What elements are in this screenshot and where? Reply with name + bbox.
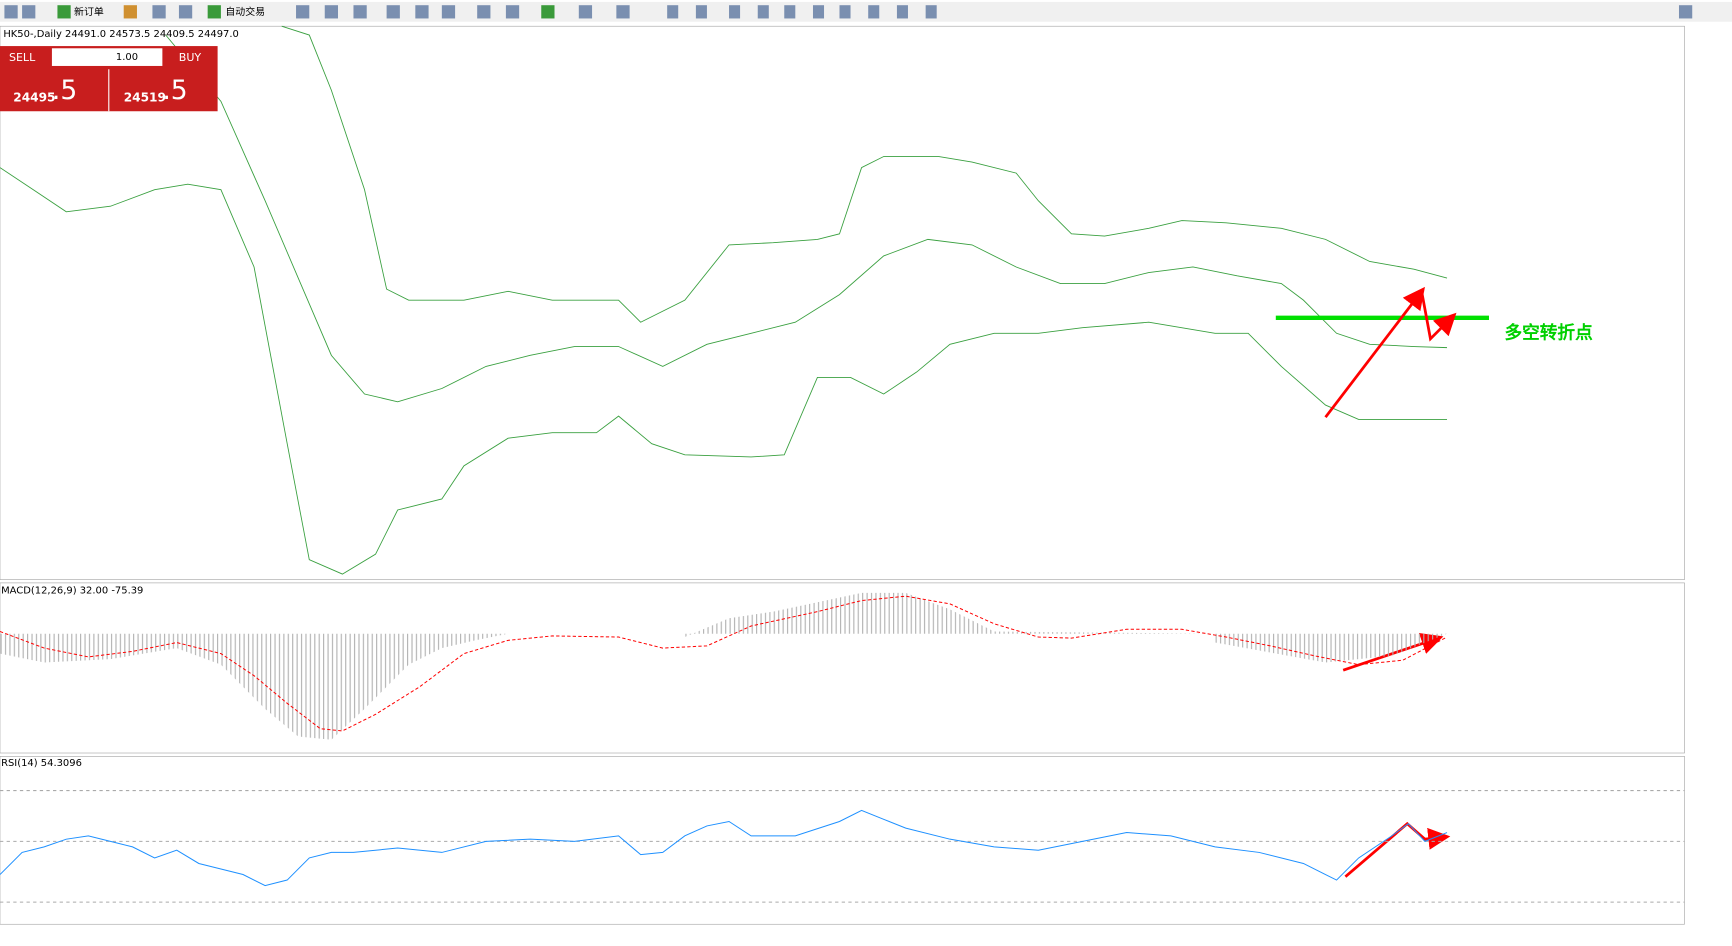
toolbar-icons <box>4 5 1693 19</box>
rsi-panel <box>0 756 1685 925</box>
bollinger-bands <box>0 25 1448 575</box>
pivot-note: 多空转折点 <box>1504 321 1593 343</box>
macd-signal <box>0 595 1448 732</box>
rsi-line <box>0 809 1448 887</box>
new-order[interactable]: 新订单 <box>74 5 104 18</box>
rsi-levels <box>0 790 1685 903</box>
bid-main[interactable]: 24495 <box>13 90 55 104</box>
trade-panel: SELL 1.00 BUY 24495 .5 24519 .5 <box>0 46 218 112</box>
macd-title: MACD(12,26,9) 32.00 -75.39 <box>1 586 143 597</box>
ask-main[interactable]: 24519 <box>124 90 166 104</box>
chart-header: HK50-,Daily 24491.0 24573.5 24409.5 2449… <box>3 29 239 40</box>
buy-button[interactable]: BUY <box>179 51 202 64</box>
bid-frac[interactable]: .5 <box>52 75 77 106</box>
main-panel <box>0 25 1685 580</box>
macd-histogram <box>0 592 1448 740</box>
auto-trading[interactable]: 自动交易 <box>225 5 265 18</box>
toolbar <box>0 1 1732 22</box>
sell-button[interactable]: SELL <box>9 51 36 64</box>
ask-frac[interactable]: .5 <box>162 75 187 106</box>
lot-size[interactable]: 1.00 <box>116 52 138 63</box>
rsi-title: RSI(14) 54.3096 <box>1 758 82 769</box>
